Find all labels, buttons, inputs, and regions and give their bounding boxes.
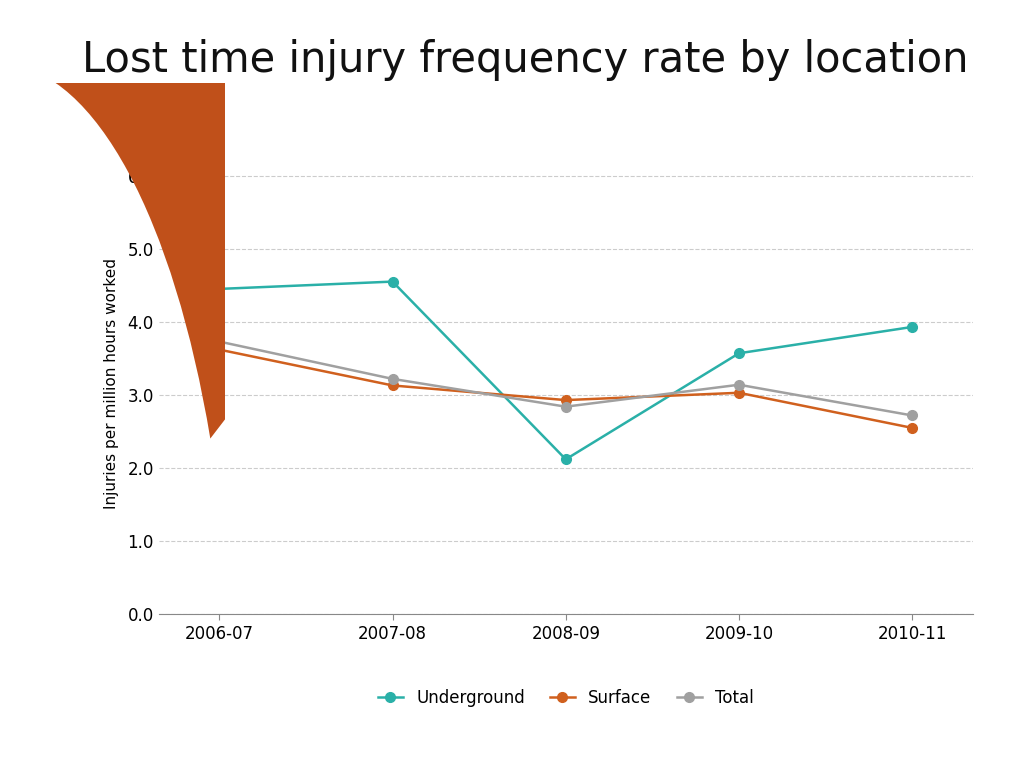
Text: www.dmp.wa.gov.au/ResourcesSafety: www.dmp.wa.gov.au/ResourcesSafety bbox=[341, 731, 683, 750]
Legend: Underground, Surface, Total: Underground, Surface, Total bbox=[372, 683, 760, 714]
Y-axis label: Injuries per million hours worked: Injuries per million hours worked bbox=[104, 259, 119, 509]
Wedge shape bbox=[8, 0, 296, 439]
Text: Lost time injury frequency rate by location: Lost time injury frequency rate by locat… bbox=[82, 38, 969, 81]
